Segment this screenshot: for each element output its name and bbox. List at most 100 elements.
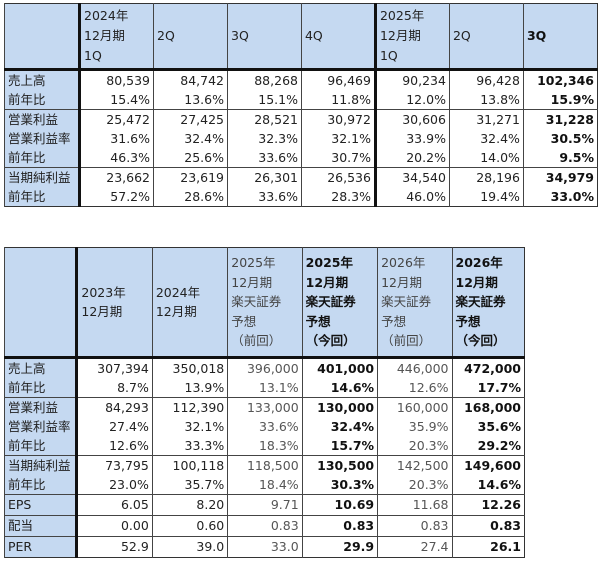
cell: 18.4% — [227, 475, 303, 495]
cell: 12.0% — [373, 90, 450, 110]
header-line: 予想 — [305, 313, 331, 329]
header-line: 2025年 — [379, 8, 425, 23]
cell: 33.6% — [227, 417, 303, 436]
cell: 34,540 — [373, 167, 450, 187]
cell: 84,293 — [76, 397, 153, 417]
cell: 90,234 — [373, 69, 450, 90]
cell: 32.4% — [448, 129, 524, 148]
cell: 27.4% — [76, 417, 153, 436]
table-row: 営業利益率 31.6% 32.4% 32.3% 32.1% 33.9% 32.4… — [3, 129, 598, 148]
cell: 28,196 — [448, 167, 524, 187]
cell: 8.7% — [76, 378, 153, 398]
annual-forecast-table: 2023年 12月期 2024年 12月期 2025年 12月期 楽天証券 予想… — [3, 247, 525, 558]
header-2024: 2024年 12月期 — [151, 247, 228, 359]
header-2025-3q: 3Q — [522, 3, 598, 71]
row-label: 営業利益率 — [3, 417, 79, 436]
cell: 34,979 — [522, 167, 598, 187]
cell: 446,000 — [377, 357, 453, 378]
row-label: 前年比 — [3, 378, 79, 398]
table-row: 売上高 307,394 350,018 396,000 401,000 446,… — [3, 357, 525, 378]
row-label: 配当 — [3, 515, 79, 537]
header-2026-forecast-current: 2026年 12月期 楽天証券 予想 （今回） — [451, 247, 525, 359]
header-line: 2023年 — [81, 284, 126, 300]
cell: 0.60 — [151, 515, 228, 537]
header-line: 予想 — [455, 313, 481, 329]
header-row: 2023年 12月期 2024年 12月期 2025年 12月期 楽天証券 予想… — [3, 247, 525, 359]
header-line: 予想 — [381, 313, 407, 329]
cell: 57.2% — [79, 187, 154, 207]
cell: 28.3% — [300, 187, 376, 207]
cell: 396,000 — [227, 357, 303, 378]
header-line: 3Q — [231, 28, 249, 43]
cell: 27.4 — [377, 536, 453, 558]
cell: 26,536 — [300, 167, 376, 187]
cell: 472,000 — [451, 357, 525, 378]
cell: 160,000 — [377, 397, 453, 417]
cell: 30.3% — [301, 475, 378, 495]
cell: 46.0% — [373, 187, 450, 207]
cell: 35.9% — [377, 417, 453, 436]
cell: 100,118 — [151, 455, 228, 475]
table-row: 前年比 57.2% 28.6% 33.6% 28.3% 46.0% 19.4% … — [3, 187, 598, 207]
header-line: 楽天証券 — [381, 294, 432, 310]
cell: 14.6% — [301, 378, 378, 398]
cell: 33.3% — [151, 436, 228, 456]
header-2026-forecast-previous: 2026年 12月期 楽天証券 予想 （前回） — [377, 247, 453, 359]
cell: 32.4% — [301, 417, 378, 436]
header-line: 2024年 — [84, 8, 129, 23]
cell: 14.6% — [451, 475, 525, 495]
cell: 84,742 — [153, 69, 228, 90]
header-line: 楽天証券 — [305, 294, 356, 310]
header-line: 12月期 — [155, 304, 197, 319]
table-row: PER 52.9 39.0 33.0 29.9 27.4 26.1 — [3, 536, 525, 558]
header-line: 12月期 — [455, 274, 498, 290]
header-line: 予想 — [231, 313, 257, 329]
row-label: PER — [3, 536, 79, 558]
cell: 80,539 — [79, 69, 154, 90]
header-line: 2024年 — [155, 284, 201, 300]
cell: 52.9 — [76, 536, 153, 558]
cell: 0.83 — [451, 515, 525, 537]
cell: 26.1 — [451, 536, 525, 558]
cell: 13.1% — [227, 378, 303, 398]
cell: 25.6% — [153, 148, 228, 168]
header-line: 楽天証券 — [455, 294, 506, 310]
cell: 30.7% — [300, 148, 376, 168]
cell: 20.3% — [377, 475, 453, 495]
table-row: 営業利益 25,472 27,425 28,521 30,972 30,606 … — [3, 109, 598, 129]
cell: 33.6% — [227, 187, 302, 207]
header-line: 12月期 — [84, 28, 125, 43]
row-label: 営業利益率 — [3, 129, 82, 148]
table-row: 前年比 15.4% 13.6% 15.1% 11.8% 12.0% 13.8% … — [3, 90, 598, 110]
cell: 0.00 — [76, 515, 153, 537]
cell: 32.1% — [151, 417, 228, 436]
header-line: 4Q — [304, 28, 323, 43]
quarterly-results-table: 2024年 12月期 1Q 2Q 3Q 4Q 2025年 12月期 1Q 2Q … — [3, 3, 598, 207]
header-line: 1Q — [84, 48, 102, 63]
table-row: 営業利益率 27.4% 32.1% 33.6% 32.4% 35.9% 35.6… — [3, 417, 525, 436]
header-line: 1Q — [379, 48, 398, 63]
table-row: 売上高 80,539 84,742 88,268 96,469 90,234 9… — [3, 69, 598, 90]
cell: 31,228 — [522, 109, 598, 129]
cell: 15.1% — [227, 90, 302, 110]
cell: 133,000 — [227, 397, 303, 417]
header-line: （前回） — [381, 333, 432, 349]
cell: 350,018 — [151, 357, 228, 378]
cell: 0.83 — [377, 515, 453, 537]
header-2025-1q: 2025年 12月期 1Q — [373, 3, 450, 71]
cell: 130,000 — [301, 397, 378, 417]
header-line: 2025年 — [305, 255, 353, 271]
cell: 27,425 — [153, 109, 228, 129]
cell: 28,521 — [227, 109, 302, 129]
header-line: 12月期 — [381, 274, 422, 290]
cell: 32.4% — [153, 129, 228, 148]
cell: 12.6% — [377, 378, 453, 398]
cell: 15.4% — [79, 90, 154, 110]
table-row: EPS 6.05 8.20 9.71 10.69 11.68 12.26 — [3, 494, 525, 516]
header-line: 2025年 — [231, 255, 276, 271]
cell: 25,472 — [79, 109, 154, 129]
cell: 130,500 — [301, 455, 378, 475]
header-line: （今回） — [455, 333, 506, 349]
table-row: 前年比 23.0% 35.7% 18.4% 30.3% 20.3% 14.6% — [3, 475, 525, 495]
header-2025-forecast-current: 2025年 12月期 楽天証券 予想 （今回） — [301, 247, 378, 359]
